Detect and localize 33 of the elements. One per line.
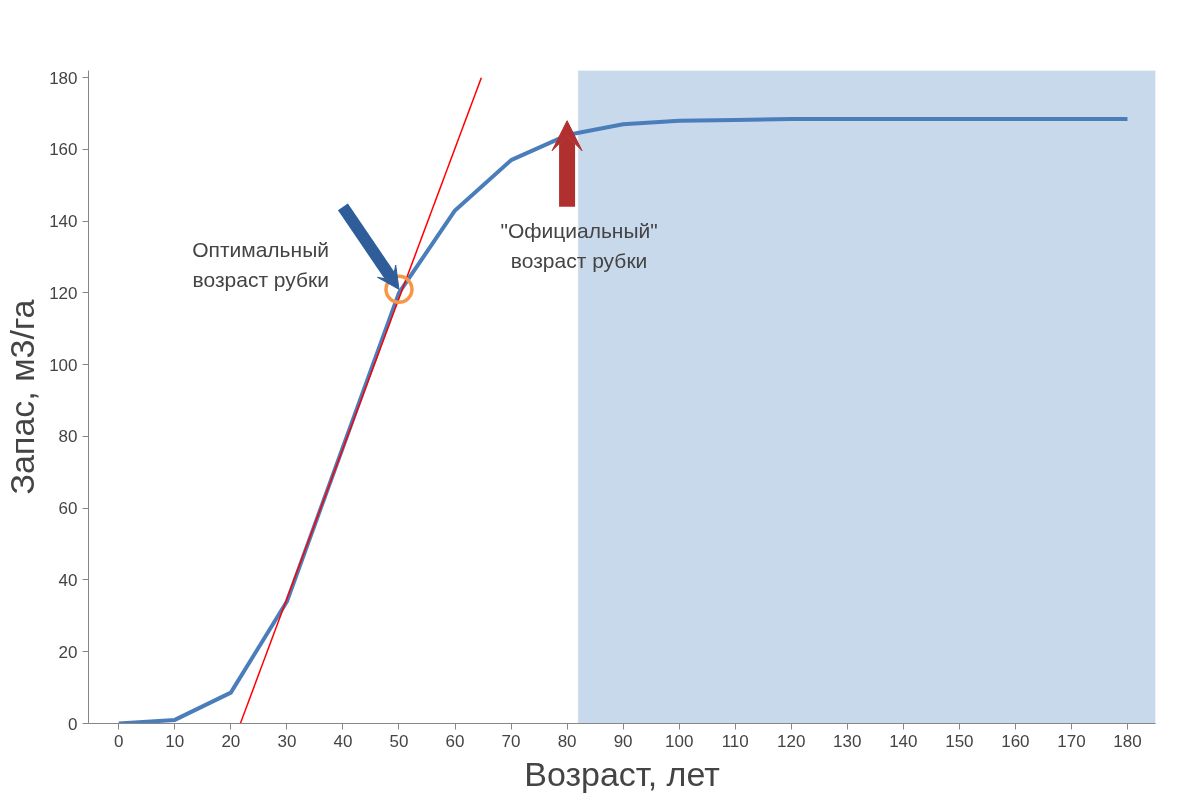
- y-tick-label: 40: [58, 570, 78, 590]
- x-axis-title: Возраст, лет: [524, 754, 720, 793]
- x-tick-label: 20: [221, 731, 241, 751]
- x-tick-label: 150: [945, 731, 974, 751]
- x-tick-label: 130: [833, 731, 862, 751]
- x-tick-label: 60: [445, 731, 465, 751]
- x-tick-label: 180: [1113, 731, 1142, 751]
- y-tick-label: 120: [49, 283, 78, 303]
- y-tick-label: 20: [58, 642, 78, 662]
- y-tick-label: 80: [58, 427, 78, 447]
- y-axis-title: Запас, м3/га: [3, 299, 42, 495]
- x-tick-label: 0: [114, 731, 124, 751]
- x-tick-label: 90: [613, 731, 633, 751]
- x-tick-label: 140: [889, 731, 918, 751]
- annotation: Оптимальный возраст рубки: [192, 237, 329, 291]
- x-tick-label: 110: [721, 731, 749, 751]
- y-tick-label: 60: [58, 499, 78, 519]
- x-tick-label: 170: [1057, 731, 1086, 751]
- y-tick-label: 140: [49, 212, 78, 232]
- x-tick-label: 50: [389, 731, 409, 751]
- x-tick-label: 10: [165, 731, 185, 751]
- x-tick-label: 30: [277, 731, 297, 751]
- y-tick-label: 0: [68, 714, 78, 734]
- x-tick-label: 160: [1001, 731, 1030, 751]
- x-tick-label: 40: [333, 731, 353, 751]
- x-tick-label: 70: [501, 731, 521, 751]
- y-tick-label: 100: [49, 355, 78, 375]
- x-tick-label: 80: [557, 731, 577, 751]
- annotation: "Официальный" возраст рубки: [500, 218, 658, 272]
- x-tick-label: 120: [777, 731, 806, 751]
- y-tick-label: 160: [49, 140, 78, 160]
- x-tick-label: 100: [664, 731, 694, 751]
- y-tick-label: 180: [49, 68, 78, 88]
